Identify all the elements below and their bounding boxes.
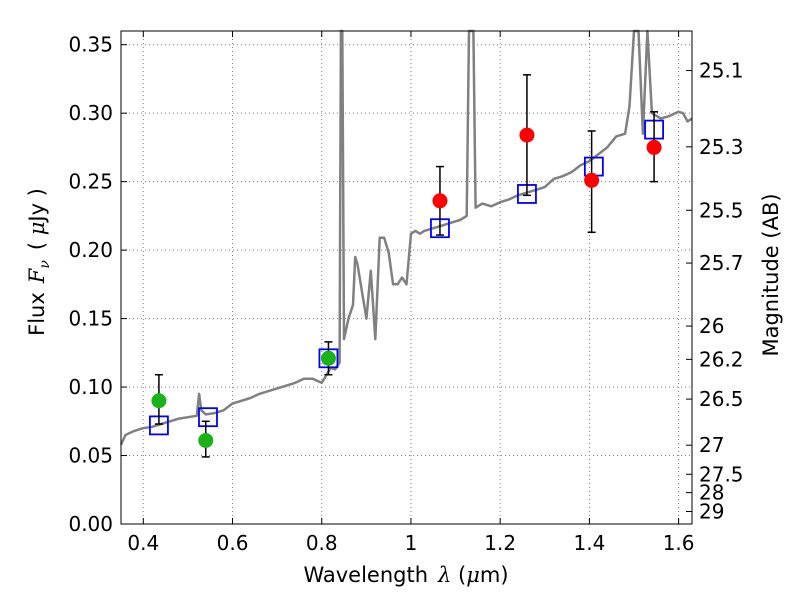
x-tick-label: 0.8: [306, 531, 338, 555]
plot-frame: [120, 30, 693, 525]
x-axis-label: Wavelength λ (μm): [303, 563, 508, 587]
mag-tick-label: 26: [699, 314, 724, 338]
x-tick-label: 0.4: [127, 531, 159, 555]
x-tick-label: 1: [405, 531, 418, 555]
y-tick-label: 0.35: [68, 33, 113, 57]
y-tick-label: 0.05: [68, 444, 113, 468]
optical-flux-point: [151, 393, 167, 409]
model-flux-square: [583, 156, 604, 177]
nir-flux-point: [584, 172, 600, 188]
mag-tick-label: 27.5: [699, 462, 744, 486]
x-tick-label: 1.2: [484, 531, 516, 555]
x-tick-label: 1.6: [663, 531, 695, 555]
y-tick-label: 0.10: [68, 375, 113, 399]
axis-ticks: 0.4 0.6 0.8 1 1.2 1.4 1.6 0.00 0.05 0.10 0.15 0.20 0…: [68, 31, 744, 555]
photometry-points: [149, 74, 664, 458]
nir-flux-point: [432, 193, 448, 209]
magnitude-axis-label: Magnitude (AB): [759, 193, 783, 356]
mag-tick-label: 29: [699, 500, 724, 524]
mag-tick-label: 28: [699, 481, 724, 505]
y-axis-label: FluxFν( μJy ): [25, 188, 53, 336]
optical-flux-point: [198, 432, 214, 448]
y-tick-label: 0.30: [68, 101, 113, 125]
optical-flux-point: [320, 350, 336, 366]
model-flux-square: [198, 407, 218, 428]
mag-tick-label: 27: [699, 433, 724, 457]
y-tick-label: 0.25: [68, 170, 113, 194]
template-sed-layer: [119, 29, 693, 446]
mag-tick-label: 25.1: [699, 59, 744, 83]
nir-flux-point: [519, 127, 535, 143]
mag-tick-label: 26.5: [699, 387, 744, 411]
y-tick-label: 0.00: [68, 512, 113, 536]
x-tick-label: 0.6: [217, 531, 249, 555]
nir-flux-point: [646, 139, 662, 155]
y-tick-label: 0.15: [68, 307, 113, 331]
mag-tick-label: 25.3: [699, 135, 744, 159]
mag-tick-label: 25.5: [699, 198, 744, 222]
mag-tick-label: 26.2: [699, 347, 744, 371]
template-sed-line: [119, 29, 693, 446]
y-tick-label: 0.20: [68, 238, 113, 262]
mag-tick-label: 25.7: [699, 251, 744, 275]
x-tick-label: 1.4: [573, 531, 605, 555]
